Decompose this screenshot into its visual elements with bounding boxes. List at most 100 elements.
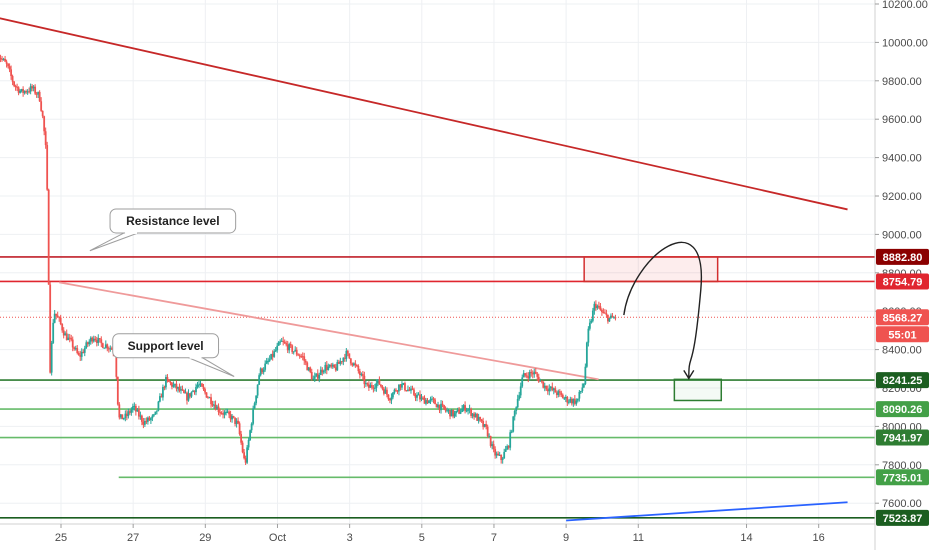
candle-body — [318, 374, 321, 379]
candle-body — [533, 371, 536, 375]
candle-body — [94, 338, 97, 341]
candle-body — [169, 381, 172, 383]
candle-body — [479, 416, 482, 420]
candle-body — [531, 373, 534, 375]
candle-body — [450, 409, 453, 417]
candle-body — [519, 386, 522, 396]
candle-body — [525, 375, 528, 377]
candle-body — [590, 320, 593, 323]
candle-body — [193, 390, 196, 393]
price-tag-label: 7523.87 — [883, 513, 923, 525]
candle-body — [373, 387, 376, 389]
candle-body — [416, 395, 418, 398]
candle-body — [322, 370, 325, 373]
candle-body — [483, 424, 486, 427]
candle-body — [307, 367, 310, 371]
candle-body — [428, 400, 430, 404]
candle-body — [554, 388, 557, 393]
candle-body — [527, 376, 530, 379]
candle-body — [20, 89, 23, 91]
candle-body — [199, 383, 202, 385]
candle-body — [434, 399, 436, 405]
candle-body — [343, 357, 346, 359]
candle-body — [530, 371, 533, 374]
candle-body — [190, 391, 193, 397]
candle-body — [153, 414, 155, 416]
candle-body — [192, 390, 194, 392]
candle-body — [125, 413, 128, 417]
price-tag-label: 7941.97 — [883, 433, 923, 445]
candle-body — [201, 383, 203, 387]
candle-body — [303, 356, 306, 361]
candle-body — [92, 338, 95, 342]
candle-body — [2, 58, 5, 60]
candle-body — [435, 404, 438, 408]
candle-body — [276, 345, 279, 351]
candle-body — [304, 360, 307, 363]
candle-body — [67, 337, 70, 341]
candle-body — [55, 313, 58, 316]
candle-body — [143, 421, 146, 425]
candle-body — [250, 423, 253, 431]
candle-body — [378, 379, 381, 385]
candle-body — [584, 366, 587, 384]
candle-body — [570, 398, 573, 404]
candle-body — [19, 90, 22, 93]
candle-body — [37, 91, 40, 95]
candle-body — [223, 412, 226, 415]
candle-body — [89, 337, 92, 342]
price-tag: 8882.80 — [876, 248, 929, 265]
candle-body — [473, 413, 476, 418]
y-tick-label: 9000.00 — [882, 229, 922, 241]
candle-body — [280, 340, 283, 342]
candle-body — [25, 91, 28, 93]
candle-body — [334, 367, 337, 371]
candle-body — [361, 374, 364, 376]
candle-body — [217, 406, 220, 413]
candle-body — [271, 353, 274, 357]
candle-body — [534, 371, 537, 374]
candle-body — [387, 394, 390, 400]
candle-body — [500, 454, 503, 461]
candle-body — [40, 101, 43, 111]
candle-body — [41, 110, 44, 117]
candle-body — [110, 348, 113, 350]
candle-body — [327, 366, 330, 370]
candle-body — [522, 373, 525, 378]
callout-box — [109, 208, 237, 234]
candle-body — [423, 397, 426, 404]
candle-body — [474, 413, 477, 418]
candle-body — [591, 310, 594, 321]
candle-body — [98, 338, 101, 340]
projection — [623, 241, 703, 380]
candle-body — [97, 338, 100, 343]
candle-body — [231, 415, 233, 420]
candle-body — [256, 384, 259, 396]
candle-body — [309, 367, 312, 373]
candle-body — [485, 424, 488, 427]
candle-body — [148, 417, 151, 421]
candle-body — [452, 409, 454, 417]
candle-body — [614, 317, 617, 319]
candle-body — [240, 434, 242, 443]
candle-body — [258, 375, 261, 385]
candle-body — [300, 356, 303, 358]
candle-body — [145, 421, 148, 423]
candle-body — [140, 415, 143, 422]
candle-body — [77, 352, 80, 355]
candle-body — [4, 58, 6, 62]
price-tag: 8568.27 — [876, 309, 929, 326]
candle-body — [462, 405, 465, 409]
candle-body — [160, 396, 163, 398]
candle-body — [515, 407, 518, 411]
time-axis[interactable]: 25 27 29 Oct 3 5 7 9 11 14 16 — [55, 524, 825, 544]
price-tag: 7523.87 — [876, 509, 929, 526]
candle-body — [468, 408, 471, 410]
candle-body — [249, 430, 252, 441]
candle-body — [1, 58, 3, 60]
price-tag-label: 7735.01 — [883, 472, 923, 484]
y-tick-label: 9200.00 — [882, 191, 922, 203]
